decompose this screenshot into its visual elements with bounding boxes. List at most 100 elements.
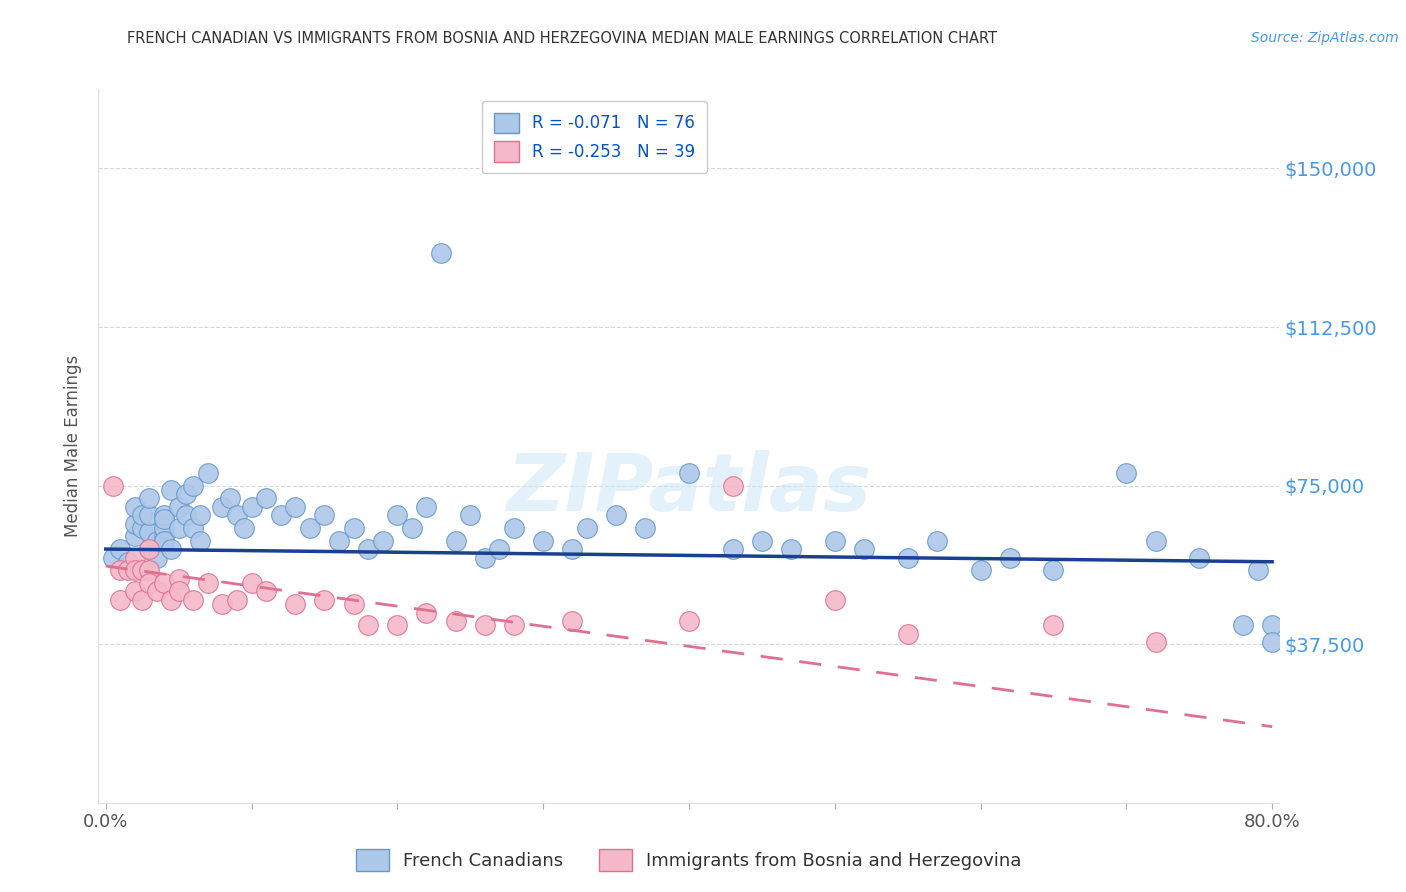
Point [371,533,394,548]
Point [328,533,350,548]
Point [124,584,146,599]
Point [474,550,496,565]
Point [314,592,336,607]
Point [138,508,160,523]
Point [124,550,146,565]
Point [969,563,991,577]
Point [226,592,249,607]
Point [174,487,197,501]
Point [181,592,204,607]
Point [153,529,176,543]
Point [190,533,212,548]
Point [124,563,146,577]
Point [852,542,875,557]
Point [167,584,190,599]
Point [138,525,160,540]
Point [897,550,920,565]
Point [110,592,132,607]
Point [181,478,204,492]
Point [1042,618,1064,632]
Point [401,521,423,535]
Point [474,618,496,632]
Point [167,500,190,514]
Point [240,575,263,590]
Point [218,491,240,506]
Point [721,542,744,557]
Point [138,491,160,506]
Point [314,508,336,523]
Point [240,500,263,514]
Y-axis label: Median Male Earnings: Median Male Earnings [65,355,83,537]
Point [124,500,146,514]
Point [167,521,190,535]
Point [925,533,948,548]
Point [117,555,139,569]
Text: Source: ZipAtlas.com: Source: ZipAtlas.com [1251,31,1399,45]
Point [634,521,657,535]
Legend: R = -0.071   N = 76, R = -0.253   N = 39: R = -0.071 N = 76, R = -0.253 N = 39 [482,101,707,173]
Point [1115,466,1137,480]
Point [575,521,598,535]
Point [138,542,160,557]
Point [131,563,153,577]
Point [444,533,467,548]
Point [190,508,212,523]
Point [357,542,380,557]
Point [153,575,176,590]
Point [444,614,467,628]
Point [270,508,292,523]
Point [101,478,124,492]
Point [415,500,437,514]
Point [342,521,364,535]
Point [678,614,700,628]
Point [824,533,846,548]
Point [110,542,132,557]
Point [458,508,481,523]
Point [131,592,153,607]
Legend: French Canadians, Immigrants from Bosnia and Herzegovina: French Canadians, Immigrants from Bosnia… [349,842,1029,879]
Point [145,584,167,599]
Point [387,618,409,632]
Point [160,483,183,497]
Point [1261,618,1284,632]
Point [153,533,176,548]
Point [160,592,183,607]
Point [160,542,183,557]
Point [488,542,510,557]
Point [1188,550,1211,565]
Point [561,542,583,557]
Point [101,550,124,565]
Point [780,542,803,557]
Point [284,500,307,514]
Point [145,550,167,565]
Point [430,246,453,260]
Point [1261,635,1284,649]
Point [124,516,146,531]
Point [1144,635,1167,649]
Point [254,491,277,506]
Point [131,521,153,535]
Point [298,521,321,535]
Point [124,529,146,543]
Point [174,508,197,523]
Point [678,466,700,480]
Point [226,508,249,523]
Point [167,572,190,586]
Point [284,597,307,611]
Point [751,533,773,548]
Point [153,508,176,523]
Point [503,521,526,535]
Point [145,533,167,548]
Point [138,563,160,577]
Point [1042,563,1064,577]
Point [998,550,1021,565]
Point [197,466,219,480]
Point [233,521,256,535]
Point [1144,533,1167,548]
Point [342,597,364,611]
Point [1232,618,1254,632]
Point [138,575,160,590]
Text: ZIPatlas: ZIPatlas [506,450,872,528]
Point [254,584,277,599]
Point [415,606,437,620]
